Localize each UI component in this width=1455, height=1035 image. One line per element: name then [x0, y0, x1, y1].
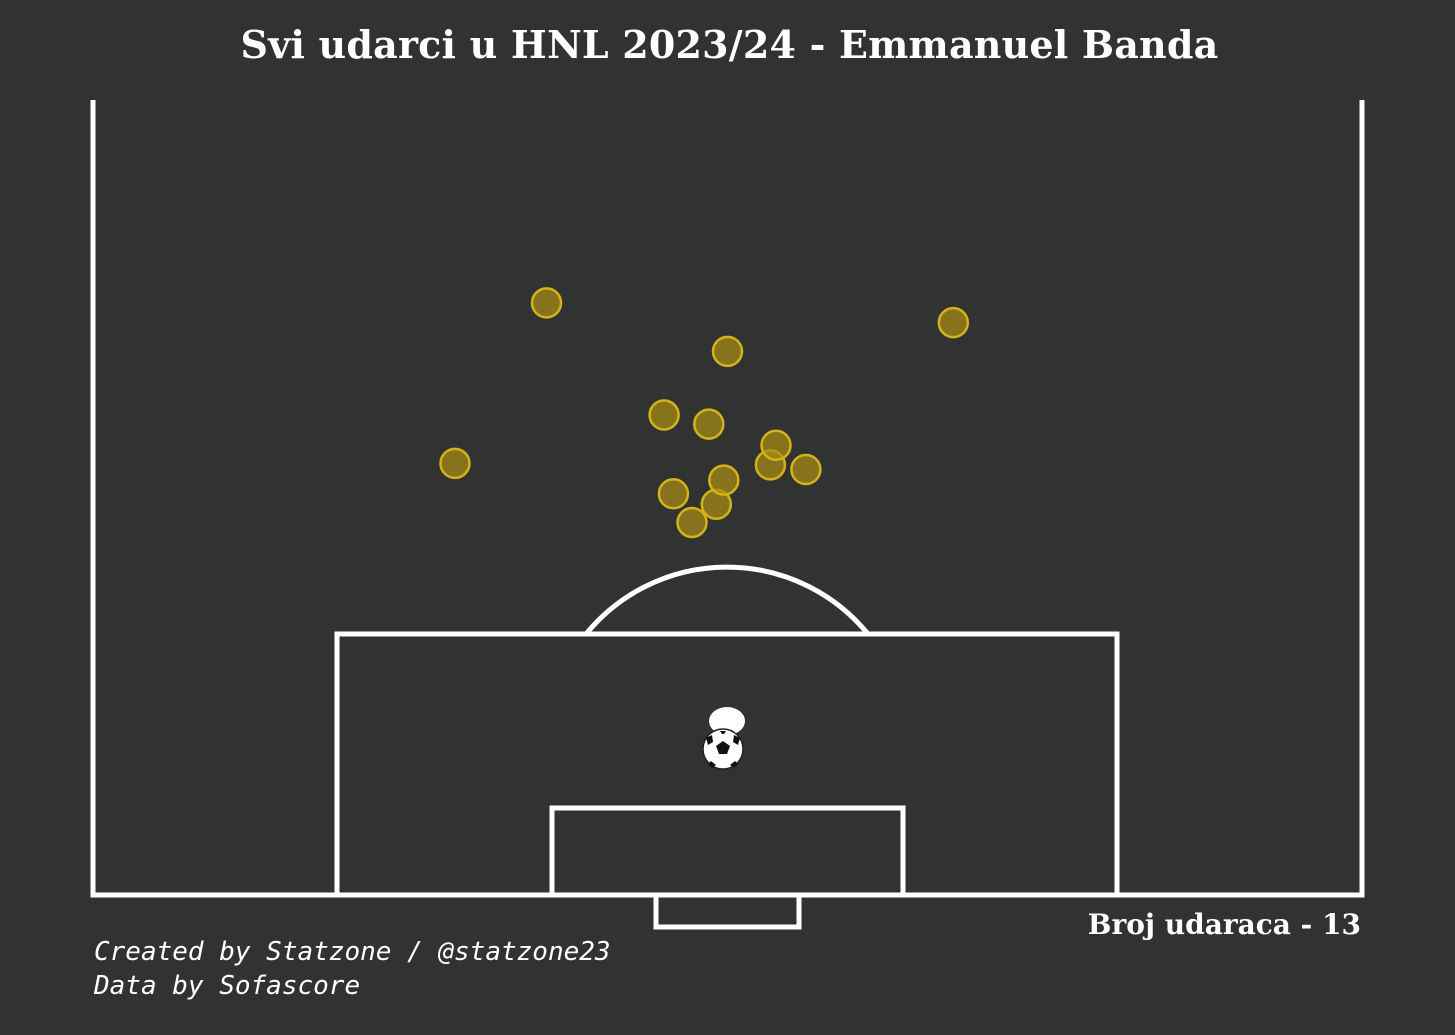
shot-marker-8	[760, 429, 792, 462]
shot-marker-7	[790, 453, 822, 486]
credit-author: Created by Statzone / @statzone23	[94, 937, 611, 967]
chart-title: Svi udarci u HNL 2023/24 - Emmanuel Band…	[240, 22, 1219, 67]
penalty-spot	[709, 707, 745, 735]
shot-marker-11	[530, 287, 563, 319]
shot-marker-4	[708, 464, 740, 496]
shot-marker-5	[439, 447, 471, 480]
shot-markers	[439, 287, 970, 539]
credit-source: Data by Sofascore	[94, 971, 361, 1001]
penalty-arc	[584, 564, 870, 636]
shot-marker-1	[676, 506, 708, 539]
shot-marker-12	[937, 306, 970, 339]
shot-count-label: Broj udaraca - 13	[1087, 908, 1361, 941]
shot-marker-13	[711, 335, 744, 368]
shot-marker-10	[648, 399, 680, 431]
football-icon	[702, 728, 744, 770]
shot-marker-3	[657, 477, 690, 510]
goal	[653, 892, 802, 930]
shot-marker-9	[693, 408, 725, 440]
six-yard-box	[549, 805, 906, 898]
